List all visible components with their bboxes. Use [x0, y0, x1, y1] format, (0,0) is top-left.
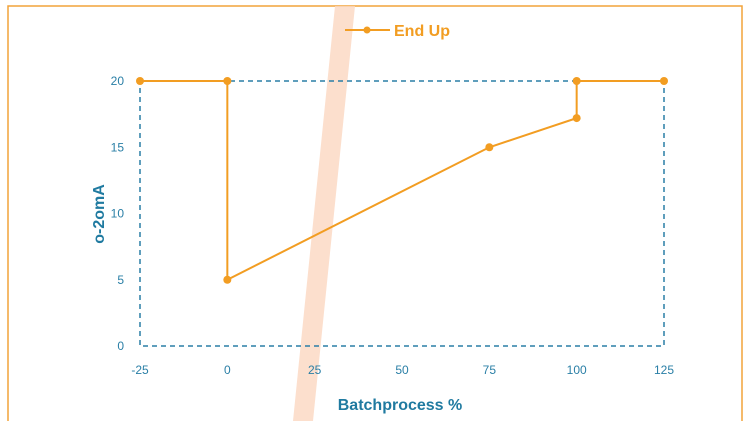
x-tick-label: 75: [483, 363, 497, 377]
x-tick-label: 25: [308, 363, 322, 377]
outer-frame: [7, 5, 743, 421]
x-tick-label: 0: [224, 363, 231, 377]
plot-border: [139, 80, 665, 347]
y-tick-label: 20: [111, 74, 125, 88]
data-point: [660, 77, 668, 85]
x-tick-label: 50: [395, 363, 409, 377]
y-tick-label: 5: [117, 273, 124, 287]
data-point: [223, 275, 232, 284]
y-tick-label: 10: [111, 207, 125, 221]
y-tick-label: 0: [117, 339, 124, 353]
watermark-stripe: [293, 6, 355, 421]
plot-area: -25 0 25 50 75 100 125 0 5 10 15 20: [111, 74, 675, 377]
data-point: [485, 143, 494, 152]
data-point: [572, 114, 581, 123]
x-axis-title: Batchprocess %: [338, 397, 463, 414]
data-point: [223, 77, 232, 85]
x-tick-label: 100: [567, 363, 587, 377]
data-point: [136, 77, 144, 85]
series-line-end-up: [140, 80, 664, 282]
x-tick-label: 125: [654, 363, 674, 377]
legend-dot-marker: [363, 26, 371, 34]
data-point: [572, 77, 581, 85]
legend: End Up: [345, 23, 450, 40]
x-tick-label: -25: [131, 363, 149, 377]
y-axis-title: o-2omA: [91, 184, 108, 244]
y-tick-label: 15: [111, 140, 125, 154]
legend-label-end-up: End Up: [394, 23, 450, 40]
